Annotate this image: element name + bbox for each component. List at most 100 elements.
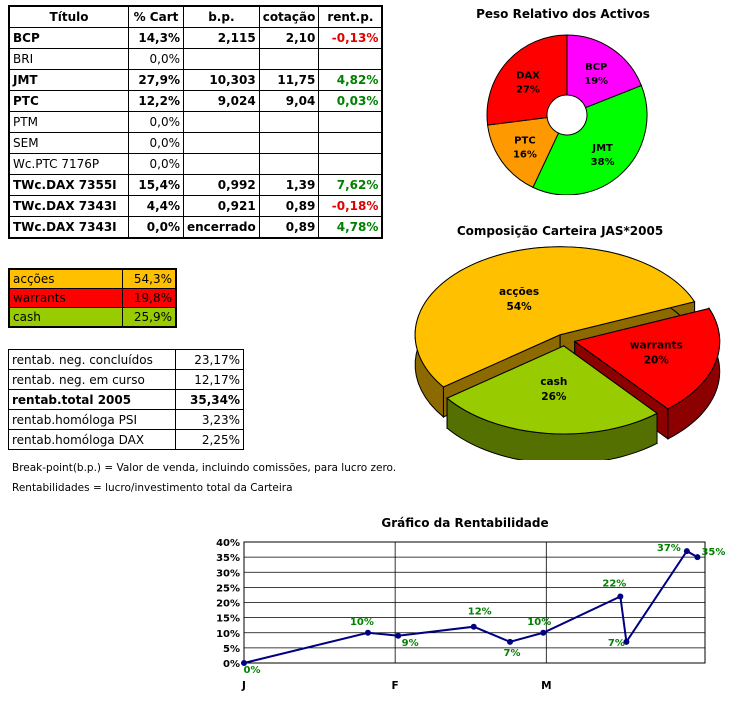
cell-titulo: TWc.DAX 7355I (8, 174, 129, 196)
data-point (617, 593, 624, 600)
cell-titulo: PTC (8, 90, 129, 112)
cell-rent: 7,62% (318, 174, 383, 196)
data-label: 0% (244, 665, 261, 676)
cell-rent: -0,18% (318, 195, 383, 217)
y-tick-label: 40% (216, 538, 240, 549)
rentab-row: rentab.total 2005 35,34% (8, 389, 244, 410)
rentab-label: rentab.homóloga PSI (8, 409, 176, 430)
cell-titulo: JMT (8, 69, 129, 91)
cell-cotacao: 11,75 (258, 69, 320, 91)
holdings-header-row: Título % Cart b.p. cotação rent.p. (8, 5, 383, 28)
data-label: 7% (608, 638, 625, 649)
table-row: PTC 12,2% 9,024 9,04 0,03% (8, 90, 383, 112)
data-label: 7% (504, 648, 521, 659)
donut-label-value: 16% (513, 150, 537, 161)
cell-cart: 12,2% (128, 90, 184, 112)
rentab-row: rentab.homóloga PSI 3,23% (8, 409, 244, 430)
holdings-body: BCP 14,3% 2,115 2,10 -0,13% BRI 0,0% JMT 27,9% 10… (8, 27, 383, 239)
rentab-row: rentab.homóloga DAX 2,25% (8, 429, 244, 450)
cell-bp: 9,024 (183, 90, 260, 112)
pie3d-chart-title: Composição Carteira JAS*2005 (456, 224, 664, 238)
table-row: JMT 27,9% 10,303 11,75 4,82% (8, 69, 383, 91)
x-tick-label: M (541, 680, 551, 692)
table-row: BCP 14,3% 2,115 2,10 -0,13% (8, 27, 383, 49)
rentab-table: rentab. neg. concluídos 23,17% rentab. neg… (8, 349, 244, 450)
note-breakpoint: Break-point(b.p.) = Valor de venda, incl… (12, 462, 397, 474)
rentab-row: rentab. neg. em curso 12,17% (8, 369, 244, 390)
cell-bp: encerrado (183, 216, 260, 239)
cell-rent: -0,13% (318, 27, 383, 49)
donut-label-value: 27% (516, 85, 540, 96)
data-label: 37% (657, 543, 681, 554)
pie3d-label-category: acções (499, 286, 539, 298)
cell-cart: 27,9% (128, 69, 184, 91)
cell-rent: 4,82% (318, 69, 383, 91)
data-label: 35% (701, 547, 725, 558)
cell-bp (183, 111, 260, 133)
y-tick-label: 0% (223, 659, 240, 670)
composition-label: warrants (8, 288, 123, 308)
cell-cotacao (258, 132, 320, 154)
x-tick-label: F (392, 680, 399, 692)
note-rentabilidades: Rentabilidades = lucro/investimento tota… (12, 482, 293, 494)
rentab-label: rentab.total 2005 (8, 389, 176, 410)
donut-chart: BCP 19% JMT 38% PTC 16% DAX 27% (486, 34, 648, 195)
composition-label: cash (8, 307, 123, 328)
table-row: TWc.DAX 7355I 15,4% 0,992 1,39 7,62% (8, 174, 383, 196)
donut-label-value: 19% (584, 76, 608, 87)
cell-titulo: BRI (8, 48, 129, 70)
rentab-label: rentab. neg. em curso (8, 369, 176, 390)
cell-titulo: PTM (8, 111, 129, 133)
cell-rent (318, 48, 383, 70)
composition-table: acções 54,3% warrants 19,8% cash 25,9% (8, 268, 177, 328)
composition-row: warrants 19,8% (8, 288, 177, 308)
pie3d-label-category: cash (540, 376, 567, 388)
col-header-cart: % Cart (128, 5, 184, 28)
cell-bp: 0,921 (183, 195, 260, 217)
cell-cotacao: 1,39 (258, 174, 320, 196)
cell-cotacao: 0,89 (258, 216, 320, 239)
table-row: TWc.DAX 7343I 0,0% encerrado 0,89 4,78% (8, 216, 383, 239)
donut-label-category: PTC (514, 136, 536, 147)
table-row: PTM 0,0% (8, 111, 383, 133)
rentab-value: 35,34% (175, 389, 244, 410)
cell-rent: 0,03% (318, 90, 383, 112)
table-row: BRI 0,0% (8, 48, 383, 70)
composition-value: 19,8% (122, 288, 177, 308)
pie3d-chart: warrants 20% cash 26% acções 54% (414, 246, 721, 460)
cell-cart: 14,3% (128, 27, 184, 49)
donut-slice-bcp (566, 34, 643, 109)
data-point (623, 638, 630, 645)
table-row: SEM 0,0% (8, 132, 383, 154)
donut-slice-ptc (487, 116, 560, 189)
rentab-label: rentab.homóloga DAX (8, 429, 176, 450)
rentab-label: rentab. neg. concluídos (8, 349, 176, 370)
cell-bp (183, 48, 260, 70)
table-row: TWc.DAX 7343I 4,4% 0,921 0,89 -0,18% (8, 195, 383, 217)
composition-label: acções (8, 268, 123, 289)
composition-body: acções 54,3% warrants 19,8% cash 25,9% (8, 268, 177, 328)
cell-titulo: TWc.DAX 7343I (8, 216, 129, 239)
cell-cart: 4,4% (128, 195, 184, 217)
cell-bp (183, 132, 260, 154)
col-header-rent: rent.p. (318, 5, 383, 28)
cell-cotacao: 9,04 (258, 90, 320, 112)
cell-bp: 2,115 (183, 27, 260, 49)
cell-titulo: SEM (8, 132, 129, 154)
cell-cotacao (258, 153, 320, 175)
data-point (694, 554, 701, 561)
data-label: 12% (468, 607, 492, 618)
y-tick-label: 25% (216, 583, 240, 594)
line-chart-title: Gráfico da Rentabilidade (381, 516, 549, 530)
rentab-value: 12,17% (175, 369, 244, 390)
pie3d-label-value: 26% (541, 391, 567, 403)
cell-rent (318, 111, 383, 133)
composition-value: 54,3% (122, 268, 177, 289)
donut-slice-dax (486, 34, 568, 126)
line-chart: 0% 5% 10% 15% 20% 25% 30% 35% 40% J F M 0% 10% 9% 12% 7%… (216, 538, 725, 692)
data-point (507, 638, 514, 645)
cell-cotacao (258, 111, 320, 133)
rentab-row: rentab. neg. concluídos 23,17% (8, 349, 244, 370)
holdings-table: Título % Cart b.p. cotação rent.p. BCP 14… (8, 5, 384, 239)
plot-frame (243, 541, 706, 664)
